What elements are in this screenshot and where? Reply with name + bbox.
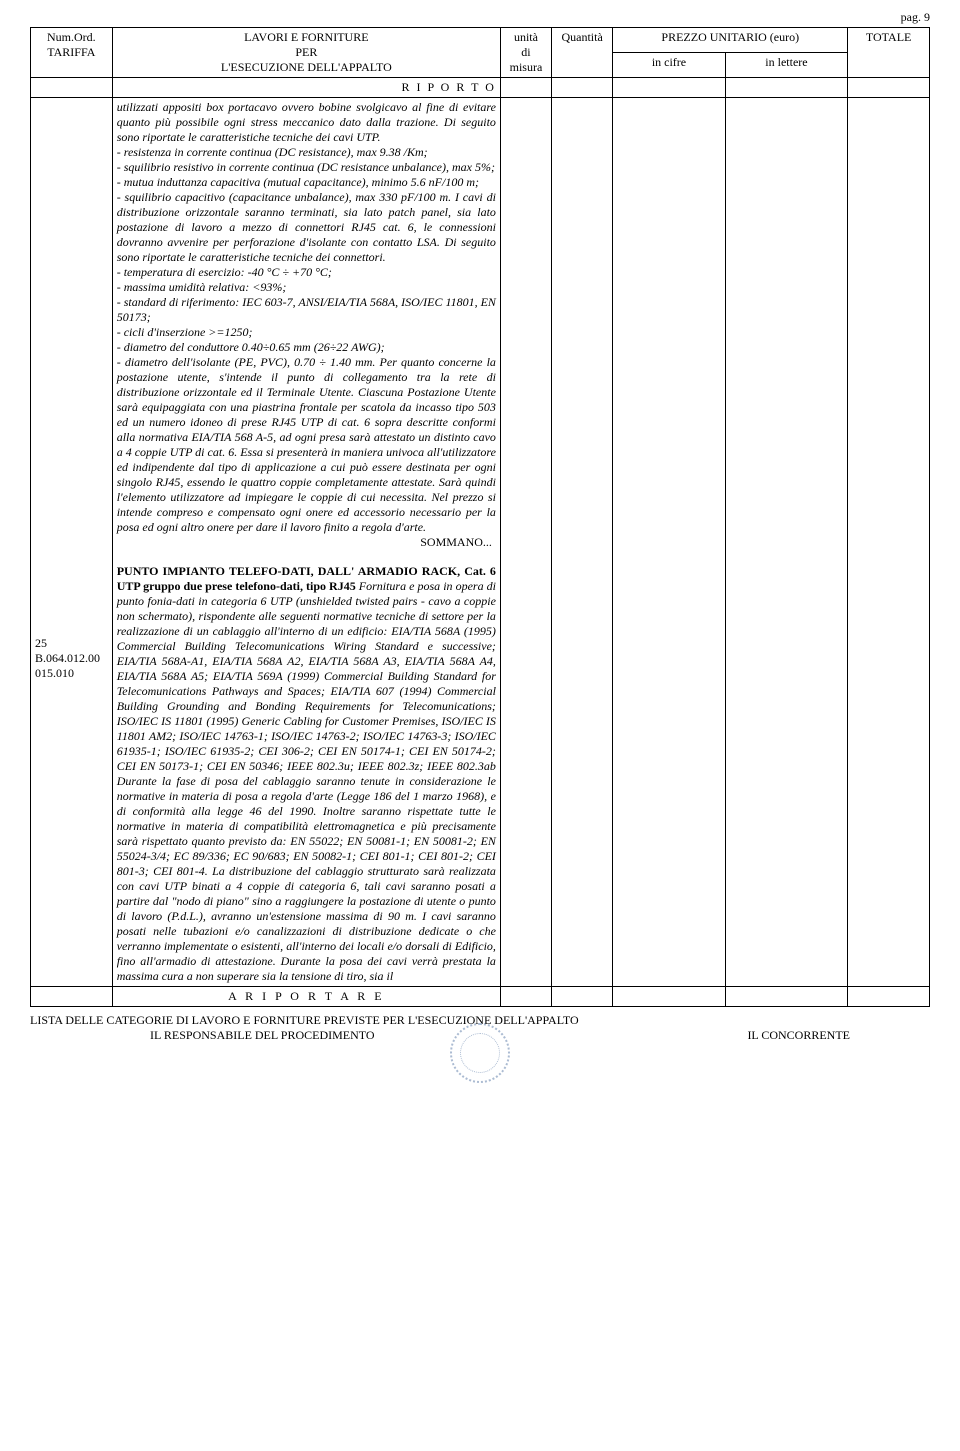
riporto-row: R I P O R T O [31,78,930,98]
hdr-num-l2: TARIFFA [47,45,95,59]
header-cifre: in cifre [613,53,725,78]
hdr-desc-l3: L'ESECUZIONE DELL'APPALTO [221,60,392,74]
header-qty: Quantità [552,28,613,78]
header-desc: LAVORI E FORNITURE PER L'ESECUZIONE DELL… [112,28,500,78]
main-table: Num.Ord. TARIFFA LAVORI E FORNITURE PER … [30,27,930,1007]
page-number: pag. 9 [30,10,930,25]
hdr-num-l1: Num.Ord. [47,30,96,44]
item1-text: utilizzati appositi box portacavo ovvero… [117,100,499,534]
tariffa-cell: 25 B.064.012.00 015.010 [31,98,113,987]
hdr-um-l3: misura [510,60,543,74]
hdr-um-l1: unità [514,30,538,44]
a-riportare-row: A R I P O R T A R E [31,987,930,1007]
qty-cell: 10,00 [552,98,613,987]
footer: LISTA DELLE CATEGORIE DI LAVORO E FORNIT… [30,1013,930,1083]
header-num: Num.Ord. TARIFFA [31,28,113,78]
totale-cell [848,98,930,987]
hdr-desc-l2: PER [295,45,317,59]
item2-num: 25 [35,636,47,650]
a-riportare-label: A R I P O R T A R E [112,987,500,1007]
description-cell: utilizzati appositi box portacavo ovvero… [112,98,500,987]
hdr-um-l2: di [521,45,530,59]
header-prezzo: PREZZO UNITARIO (euro) [613,28,848,53]
cifre-cell [613,98,725,987]
um-cell: cad [500,98,551,987]
item1-sommano: SOMMANO... [117,535,496,550]
footer-left: IL RESPONSABILE DEL PROCEDIMENTO [150,1028,375,1043]
header-um: unità di misura [500,28,551,78]
item2-code2: 015.010 [35,666,74,680]
hdr-desc-l1: LAVORI E FORNITURE [244,30,368,44]
item2-code1: B.064.012.00 [35,651,100,665]
stamp-icon [450,1023,510,1083]
header-totale: TOTALE [848,28,930,78]
body-row: 25 B.064.012.00 015.010 utilizzati appos… [31,98,930,987]
riporto-label: R I P O R T O [112,78,500,98]
header-lettere: in lettere [725,53,848,78]
item2-text: Fornitura e posa in opera di punto fonia… [117,579,499,983]
footer-right: IL CONCORRENTE [747,1028,850,1043]
lettere-cell [725,98,848,987]
